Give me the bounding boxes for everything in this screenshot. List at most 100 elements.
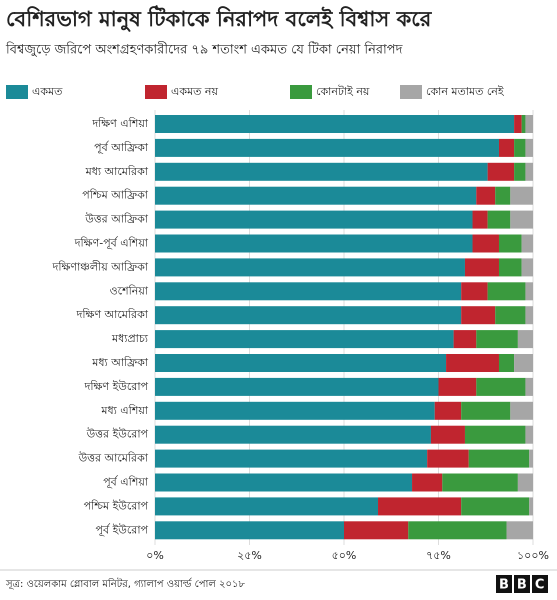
x-tick-label: ১০০%	[517, 549, 549, 562]
bar-segment	[155, 354, 447, 372]
bar-segment	[487, 210, 511, 229]
x-tick-label: ৭৫%	[426, 549, 451, 562]
bar-segment	[155, 234, 473, 253]
bar-segment	[506, 521, 533, 540]
legend-swatch	[145, 85, 167, 99]
bar-segment	[510, 186, 533, 205]
bar-segment	[464, 258, 499, 277]
bar-segment	[525, 377, 533, 396]
bar-segment	[155, 401, 435, 420]
bar-segment	[442, 473, 518, 492]
bar-segment	[427, 449, 469, 468]
bar-segment	[476, 330, 518, 349]
bar-segment	[155, 497, 379, 516]
bar-segment	[529, 497, 533, 516]
bar-segment	[521, 258, 533, 277]
y-tick-label: মধ্য আমেরিকা	[85, 165, 149, 178]
y-tick-label: দক্ষিণ আমেরিকা	[76, 308, 149, 321]
bar-segment	[434, 401, 462, 420]
x-tick-label: ০%	[146, 549, 164, 562]
bar-segment	[498, 258, 522, 277]
legend-label: একমত	[32, 85, 63, 98]
bar-segment	[525, 162, 533, 181]
bar-segment	[344, 521, 409, 540]
bar-segment	[155, 306, 462, 325]
y-tick-label: ওশেনিয়া	[110, 284, 149, 297]
y-tick-label: পূর্ব এশিয়া	[103, 476, 149, 489]
bar-segment	[155, 377, 439, 396]
bar-segment	[525, 425, 533, 444]
bar-segment	[498, 234, 522, 253]
bar-segment	[487, 282, 526, 301]
y-tick-label: পূর্ব আফ্রিকা	[94, 141, 149, 154]
y-tick-label: উত্তর আফ্রিকা	[84, 213, 149, 226]
bar-segment	[521, 234, 533, 253]
bar-segment	[438, 377, 477, 396]
bar-segment	[525, 115, 533, 133]
bar-segment	[468, 449, 530, 468]
legend-label: একমত নয়	[171, 85, 218, 98]
legend-swatch	[400, 85, 422, 99]
bar-segment	[155, 115, 515, 133]
bar-segment	[446, 354, 499, 372]
bar-segment	[155, 162, 488, 181]
bar-segment	[517, 330, 533, 349]
legend-swatch	[6, 85, 28, 99]
bar-segment	[495, 186, 511, 205]
bar-segment	[476, 377, 526, 396]
bar-segment	[487, 162, 515, 181]
y-tick-label: মধ্য এশিয়া	[100, 404, 148, 417]
bar-segment	[155, 449, 428, 468]
bar-segment	[525, 306, 533, 325]
bar-segment	[498, 354, 515, 372]
legend-label: কোনটাই নয়	[316, 85, 370, 98]
bar-segment	[514, 162, 526, 181]
legend-swatch	[290, 85, 312, 99]
legend-label: কোন মতামত নেই	[426, 85, 505, 98]
logo-box	[496, 575, 512, 593]
y-tick-label: দক্ষিণ ইউরোপ	[84, 380, 149, 393]
y-tick-label: দক্ষিণ-পূর্ব এশিয়া	[74, 237, 149, 250]
bar-segment	[495, 306, 526, 325]
bar-segment	[510, 401, 533, 420]
logo-box	[532, 575, 548, 593]
bar-segment	[412, 473, 443, 492]
bar-segment	[517, 473, 533, 492]
bar-segment	[498, 138, 515, 157]
y-tick-label: উত্তর ইউরোপ	[86, 428, 149, 441]
bar-segment	[155, 258, 465, 277]
bar-segment	[155, 330, 454, 349]
bar-segment	[461, 282, 488, 301]
bar-segment	[430, 425, 465, 444]
bar-segment	[464, 425, 526, 444]
bar-segment	[155, 138, 499, 157]
bar-segment	[525, 282, 533, 301]
bar-segment	[472, 210, 488, 229]
bar-segment	[155, 210, 473, 229]
x-tick-label: ২৫%	[237, 549, 262, 562]
y-tick-label: মধ্য আফ্রিকা	[91, 356, 149, 369]
bar-segment	[476, 186, 496, 205]
source: সূত্র: ওয়েলকাম গ্লোবাল মনিটর, গ্যালাপ ও…	[5, 577, 246, 590]
bar-segment	[408, 521, 507, 540]
bar-segment	[514, 138, 526, 157]
bar-segment	[514, 354, 533, 372]
bar-segment	[461, 306, 496, 325]
bar-segment	[461, 401, 511, 420]
bar-segment	[461, 497, 530, 516]
bar-segment	[453, 330, 477, 349]
bar-segment	[525, 138, 533, 157]
bar-segment	[510, 210, 533, 229]
bar-segment	[155, 186, 477, 205]
bar-segment	[472, 234, 499, 253]
logo-box	[514, 575, 530, 593]
bar-segment	[155, 425, 431, 444]
chart-title: বেশিরভাগ মানুষ টিকাকে নিরাপদ বলেই বিশ্বা…	[6, 5, 433, 32]
bar-segment	[529, 449, 533, 468]
y-tick-label: পূর্ব ইউরোপ	[95, 523, 148, 536]
bar-segment	[514, 115, 522, 133]
y-tick-label: মধ্যপ্রাচ্য	[111, 332, 149, 345]
y-tick-label: দক্ষিণাঞ্চলীয় আফ্রিকা	[52, 260, 149, 273]
bar-segment	[155, 282, 462, 301]
